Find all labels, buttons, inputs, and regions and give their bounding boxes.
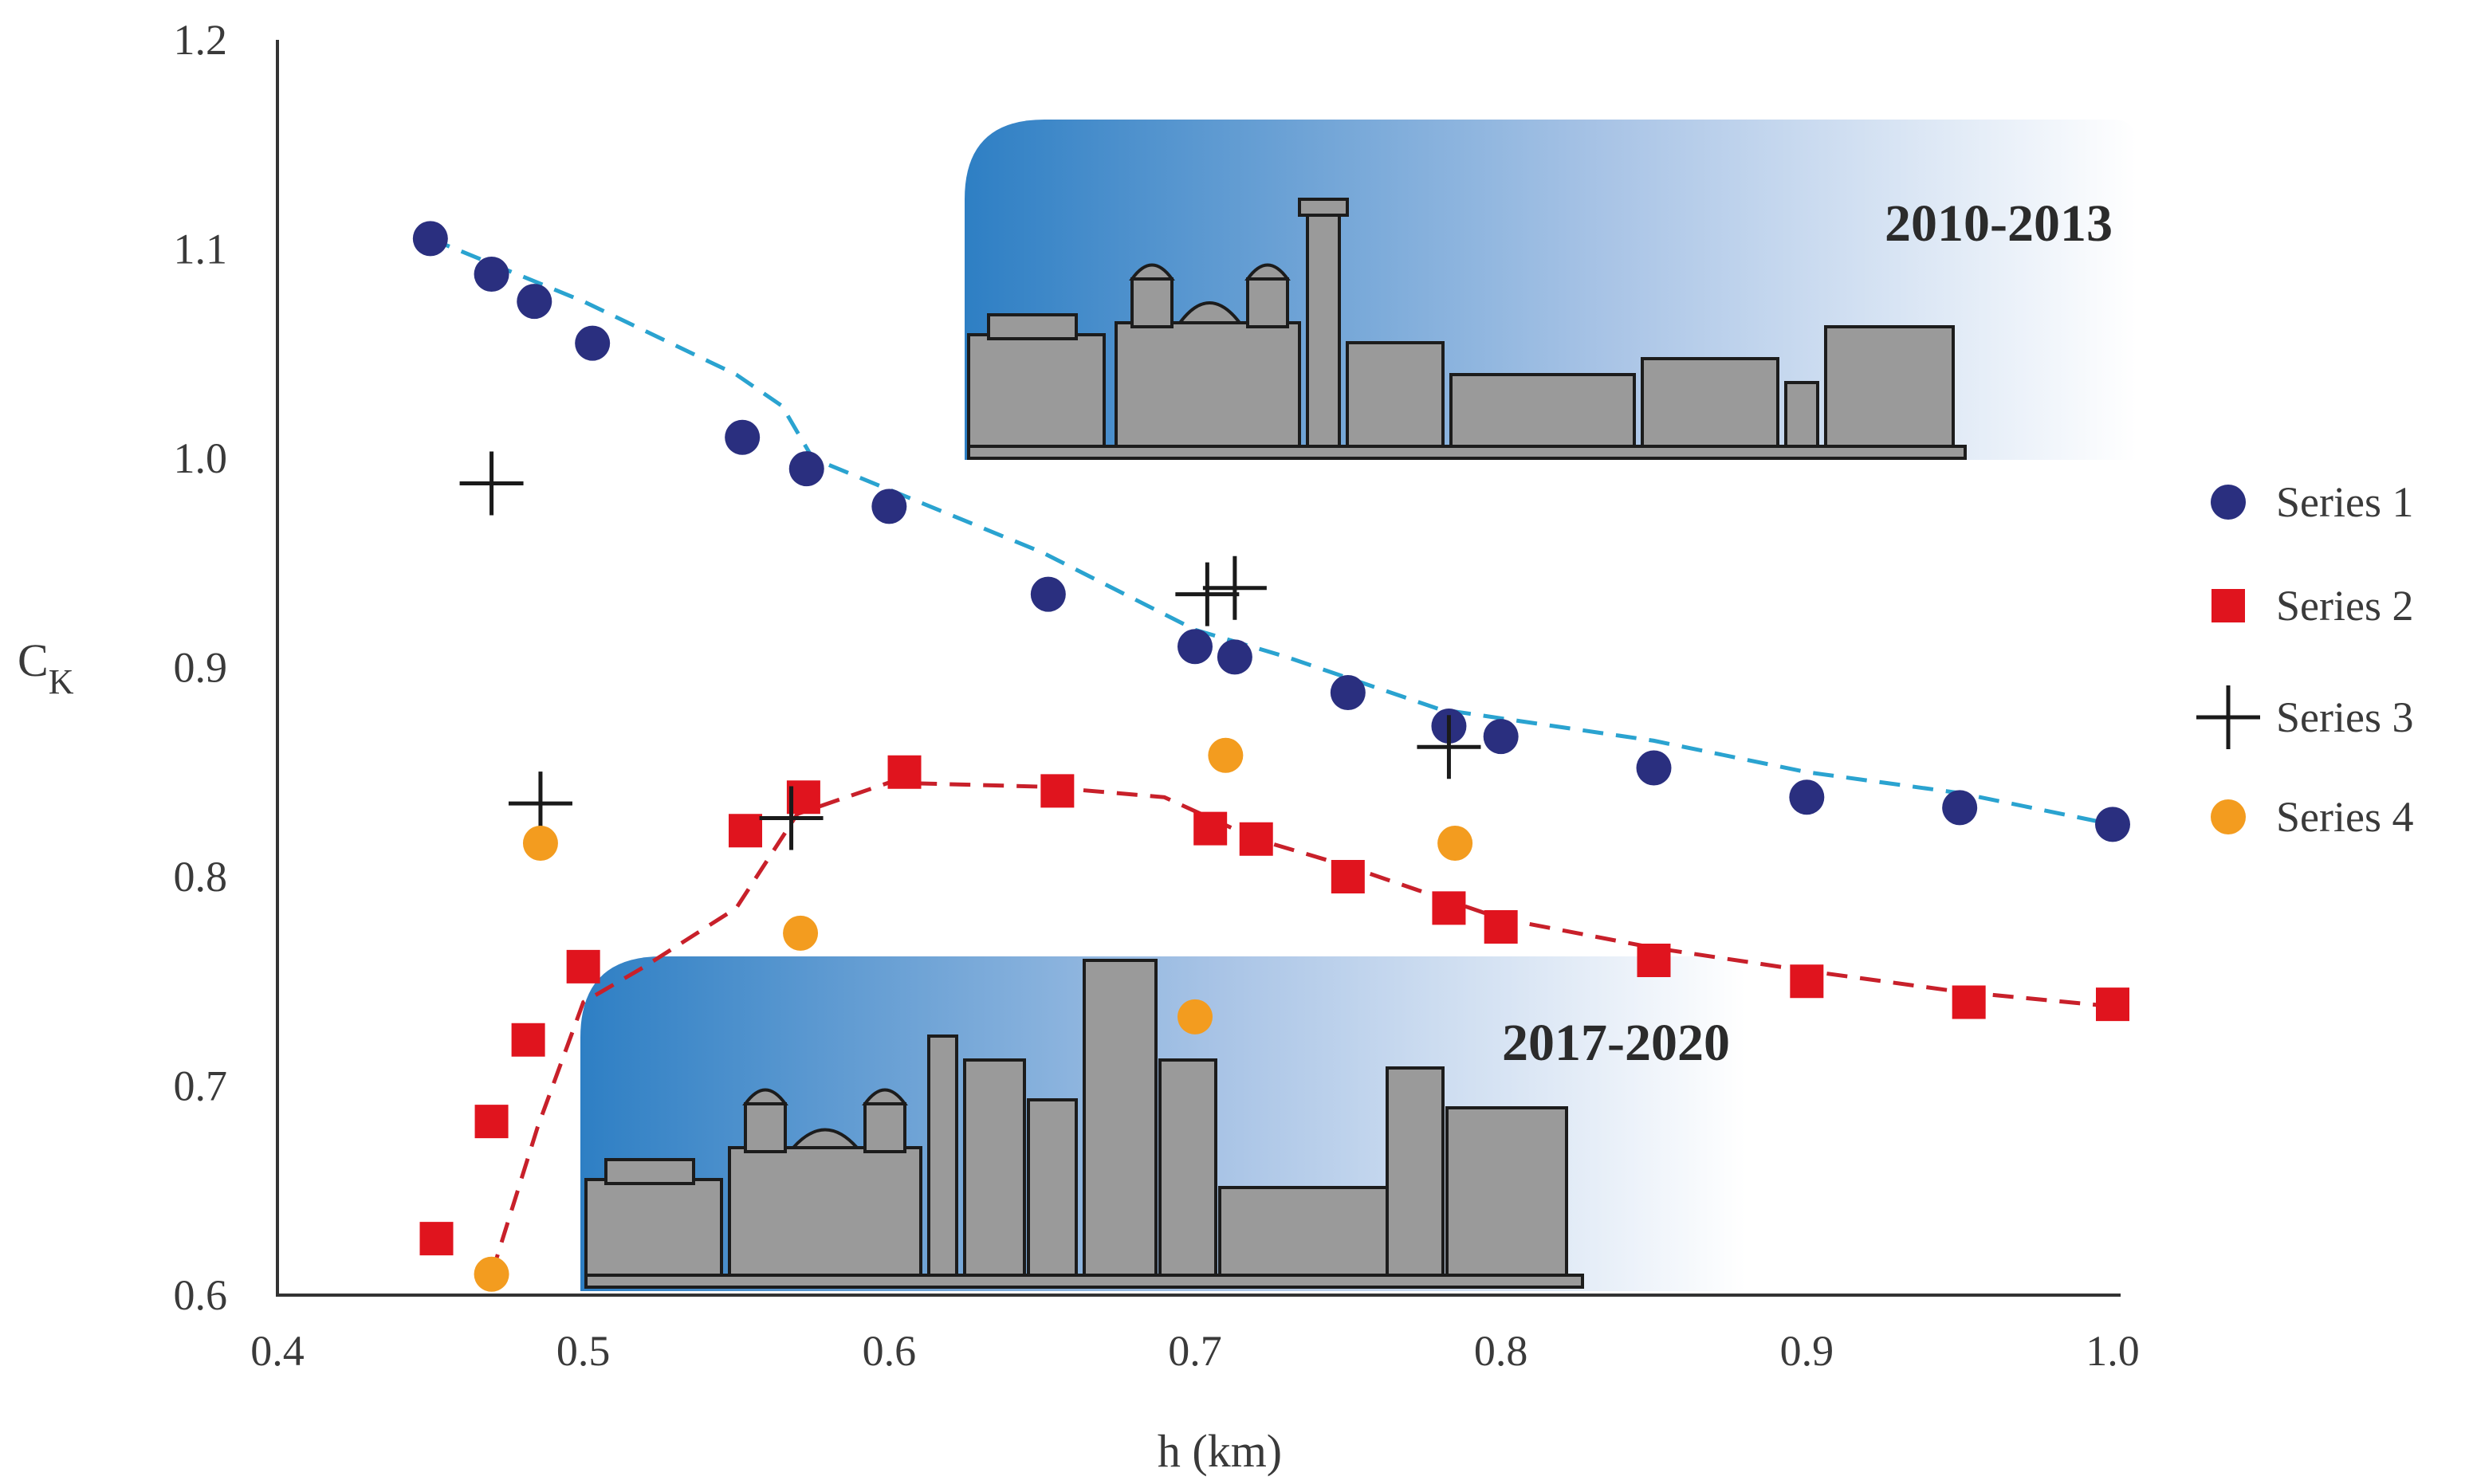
series-3-points <box>459 451 1481 850</box>
series-3-point <box>508 771 572 836</box>
series-4-point <box>474 1256 509 1292</box>
series-1-point <box>1217 639 1252 675</box>
series-2-point <box>566 949 600 983</box>
legend-label: Series 1 <box>2276 478 2413 526</box>
legend: Series 1 Series 2 Series 3 Series 4 <box>2196 478 2413 841</box>
y-tick-label: 0.9 <box>174 644 228 692</box>
series-1-point <box>412 221 448 257</box>
y-axis-title: CK <box>18 634 74 701</box>
series-1-point <box>1177 629 1213 665</box>
series-2-point <box>474 1105 509 1139</box>
series-2-point <box>1432 891 1466 925</box>
series-2-point <box>1484 910 1518 944</box>
series-1-point <box>575 325 611 361</box>
series-1-point <box>474 257 509 292</box>
series-1-point <box>871 489 907 524</box>
series-2-point <box>1040 774 1075 808</box>
series-2-points <box>419 755 2129 1256</box>
x-tick-label: 0.6 <box>863 1327 917 1375</box>
x-tick-label: 0.5 <box>556 1327 611 1375</box>
period-panel-upper: 2010-2013 <box>965 120 2137 460</box>
series-4-point <box>1437 826 1473 861</box>
series-3-point <box>1202 556 1267 620</box>
series-4-point <box>1208 737 1244 773</box>
y-tick-label: 0.8 <box>174 853 228 901</box>
series-1-points <box>412 221 2130 842</box>
skyline-upper <box>967 198 1967 460</box>
series-1-point <box>1636 750 1672 786</box>
series-3-point <box>459 451 524 516</box>
x-tick-label: 0.8 <box>1474 1327 1528 1375</box>
trend-line-2 <box>489 780 2113 1275</box>
legend-label: Series 4 <box>2276 793 2413 841</box>
series-2-point <box>419 1222 454 1256</box>
series-1-point <box>1030 576 1066 612</box>
legend-marker <box>2211 485 2246 520</box>
legend-marker <box>2211 799 2246 834</box>
y-tick-label: 0.7 <box>174 1062 228 1110</box>
period-label-lower: 2017-2020 <box>1502 1014 1730 1072</box>
legend-label: Series 3 <box>2276 693 2413 741</box>
series-3-point <box>759 786 824 850</box>
legend-label: Series 2 <box>2276 582 2413 630</box>
legend-marker <box>2196 685 2260 749</box>
skyline-lower <box>584 959 1584 1289</box>
series-1-point <box>1942 790 1978 826</box>
series-2-point <box>1637 944 1671 977</box>
x-tick-label: 0.9 <box>1780 1327 1834 1375</box>
period-label-upper: 2010-2013 <box>1885 194 2113 253</box>
series-3-point <box>1175 562 1240 626</box>
series-2-point <box>511 1023 545 1057</box>
legend-item: Series 3 <box>2196 685 2413 749</box>
x-tick-label: 0.7 <box>1168 1327 1222 1375</box>
x-tick-label: 0.4 <box>250 1327 305 1375</box>
series-2-point <box>1239 822 1273 856</box>
x-axis-title: h (km) <box>1158 1425 1282 1477</box>
legend-item: Series 1 <box>2211 478 2413 526</box>
series-4-point <box>783 915 819 951</box>
series-2-point <box>1790 964 1824 999</box>
y-axis-title-sub: K <box>49 662 74 701</box>
x-ticks: 0.4 0.5 0.6 0.7 0.8 0.9 1.0 <box>250 1327 2140 1375</box>
x-tick-label: 1.0 <box>2086 1327 2140 1375</box>
series-2-point <box>1952 985 1986 1019</box>
legend-item: Series 2 <box>2211 582 2413 630</box>
series-4-points <box>474 737 1473 1292</box>
series-2-point <box>1331 860 1365 893</box>
data-markers <box>412 221 2130 1292</box>
trend-line-1 <box>429 237 2113 826</box>
period-panel-lower: 2017-2020 <box>580 956 1746 1291</box>
y-tick-label: 1.0 <box>174 434 228 482</box>
series-1-point <box>788 451 824 487</box>
series-1-point <box>1789 779 1825 815</box>
legend-marker <box>2211 589 2245 622</box>
y-ticks: 0.6 0.7 0.8 0.9 1.0 1.1 1.2 <box>174 16 228 1319</box>
legend-item: Series 4 <box>2211 793 2413 841</box>
series-1-point <box>1330 675 1366 710</box>
series-1-point <box>1483 719 1519 755</box>
series-2-point <box>1193 811 1228 846</box>
series-4-point <box>522 826 558 861</box>
y-tick-label: 0.6 <box>174 1271 228 1319</box>
series-2-point <box>887 755 922 789</box>
series-3-point <box>1417 715 1481 779</box>
trend-lines <box>429 237 2113 1275</box>
series-4-point <box>1177 999 1213 1034</box>
series-1-point <box>725 419 761 455</box>
series-1-point <box>517 284 552 320</box>
series-2-point <box>729 814 763 848</box>
y-axis-title-main: C <box>18 634 49 686</box>
series-1-point <box>2095 807 2130 842</box>
y-tick-label: 1.2 <box>174 16 228 64</box>
series-2-point <box>2096 987 2129 1022</box>
y-tick-label: 1.1 <box>174 226 228 273</box>
